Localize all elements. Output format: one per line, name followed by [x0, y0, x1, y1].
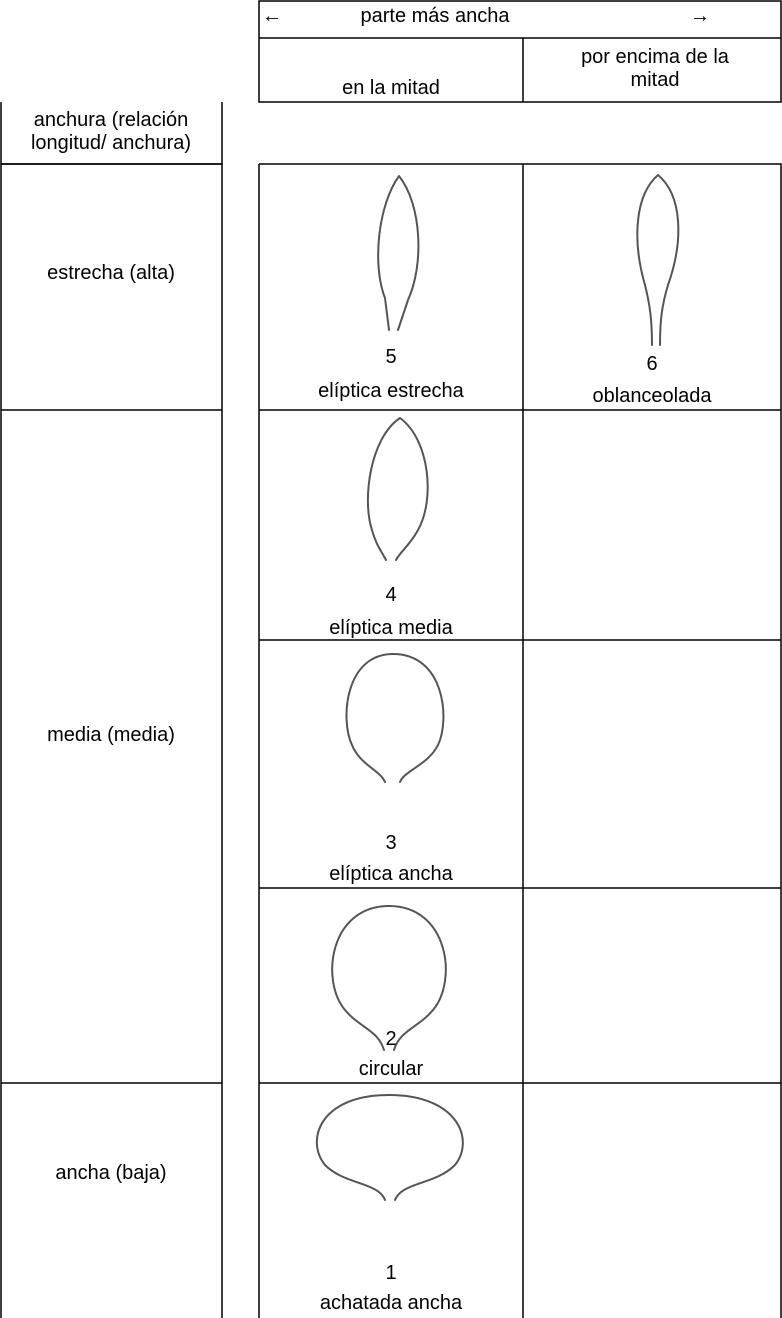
leaf-circular	[331, 905, 447, 1051]
cell-number: 4	[385, 584, 397, 606]
leaf-narrow-elliptic	[377, 175, 420, 331]
cell-number: 1	[385, 1262, 397, 1284]
cell-name: achatada ancha	[319, 1292, 463, 1314]
column-header: en la mitad	[342, 77, 440, 99]
row-label: estrecha (alta)	[47, 262, 175, 284]
row-label: ancha (baja)	[55, 1162, 167, 1184]
cell-number: 2	[385, 1028, 397, 1050]
leaf-oblanceolate	[636, 174, 680, 346]
leaf-broad-elliptic	[345, 653, 445, 783]
cell-name: oblanceolada	[592, 385, 712, 407]
cell-name: elíptica ancha	[329, 863, 453, 885]
header-title: parte más ancha	[360, 5, 510, 27]
cell-number: 6	[646, 353, 658, 375]
cell-number: 5	[385, 346, 397, 368]
row-header: anchura (relación longitud/ anchura)	[30, 109, 192, 154]
row-label: media (media)	[47, 724, 175, 746]
cell-name: circular	[358, 1058, 424, 1080]
cell-name: elíptica estrecha	[318, 380, 464, 402]
column-header: por encima de la mitad	[581, 46, 729, 91]
arrow-left: ←	[262, 5, 282, 27]
arrow-right: →	[690, 5, 710, 27]
leaf-medium-elliptic	[366, 417, 429, 561]
cell-name: elíptica media	[329, 617, 453, 639]
leaf-broad-oblate	[315, 1094, 464, 1201]
cell-number: 3	[385, 832, 397, 854]
